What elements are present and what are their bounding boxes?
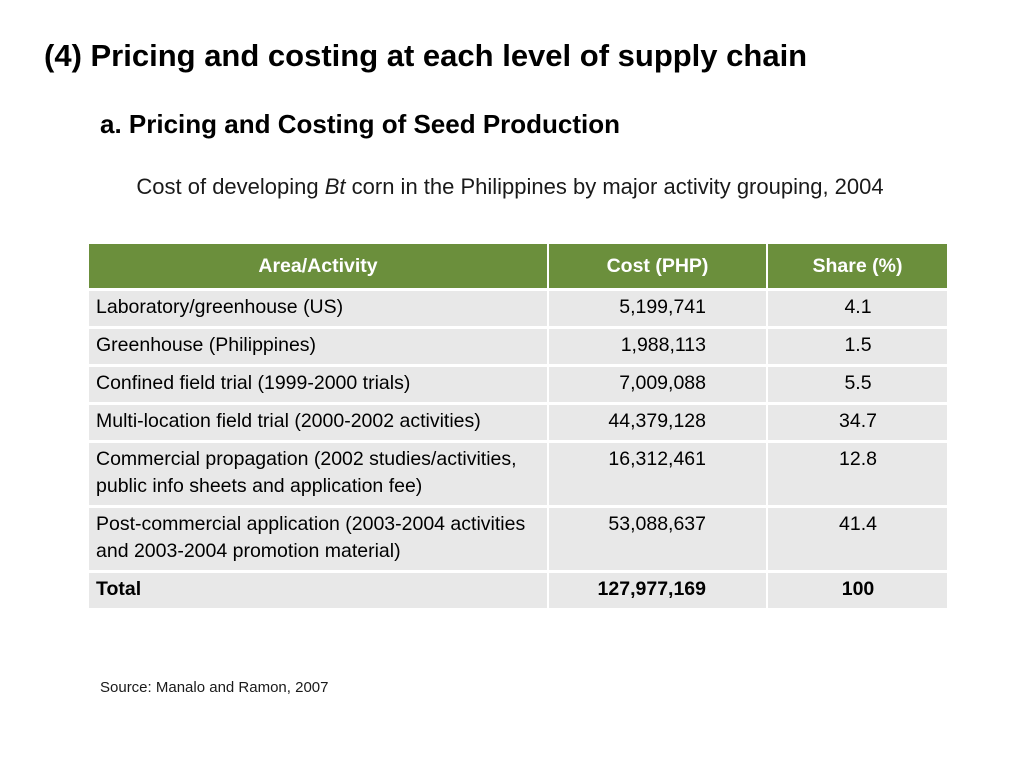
total-share-cell: 100 — [766, 570, 947, 608]
activity-cell: Laboratory/greenhouse (US) — [89, 288, 548, 328]
table-caption: Cost of developing Bt corn in the Philip… — [110, 172, 910, 202]
cost-cell: 53,088,637 — [547, 505, 767, 572]
column-header-share: Share (%) — [766, 244, 947, 290]
total-cost-cell: 127,977,169 — [547, 570, 767, 608]
cost-cell: 16,312,461 — [547, 440, 767, 507]
activity-cell: Multi-location field trial (2000-2002 ac… — [89, 402, 548, 442]
slide-subtitle: a. Pricing and Costing of Seed Productio… — [100, 109, 621, 139]
caption-text-end: corn in the Philippines by major activit… — [345, 174, 884, 199]
activity-cell: Confined field trial (1999-2000 trials) — [89, 364, 548, 404]
column-header-cost: Cost (PHP) — [547, 244, 767, 290]
share-cell: 5.5 — [766, 364, 947, 404]
share-cell: 4.1 — [766, 288, 947, 328]
activity-cell: Post-commercial application (2003-2004 a… — [89, 505, 548, 572]
table-row: Greenhouse (Philippines) 1,988,113 1.5 — [89, 326, 947, 366]
share-cell: 1.5 — [766, 326, 947, 366]
cost-cell: 1,988,113 — [547, 326, 767, 366]
table-header-row: Area/Activity Cost (PHP) Share (%) — [89, 244, 947, 290]
activity-cell: Commercial propagation (2002 studies/act… — [89, 440, 548, 507]
caption-italic-term: Bt — [324, 174, 346, 199]
column-header-activity: Area/Activity — [89, 244, 548, 290]
cost-cell: 7,009,088 — [547, 364, 767, 404]
source-note: Source: Manalo and Ramon, 2007 — [100, 679, 329, 696]
table-total-row: Total 127,977,169 100 — [89, 570, 947, 608]
cost-table: Area/Activity Cost (PHP) Share (%) Labor… — [89, 244, 947, 608]
slide-title: (4) Pricing and costing at each level of… — [44, 38, 808, 73]
table-row: Confined field trial (1999-2000 trials) … — [89, 364, 947, 404]
share-cell: 12.8 — [766, 440, 947, 507]
activity-cell: Greenhouse (Philippines) — [89, 326, 548, 366]
share-cell: 41.4 — [766, 505, 947, 572]
cost-cell: 5,199,741 — [547, 288, 767, 328]
table-row: Multi-location field trial (2000-2002 ac… — [89, 402, 947, 442]
table-row: Laboratory/greenhouse (US) 5,199,741 4.1 — [89, 288, 947, 328]
cost-cell: 44,379,128 — [547, 402, 767, 442]
table-row: Post-commercial application (2003-2004 a… — [89, 505, 947, 572]
table-row: Commercial propagation (2002 studies/act… — [89, 440, 947, 507]
share-cell: 34.7 — [766, 402, 947, 442]
total-label-cell: Total — [89, 570, 548, 608]
caption-text-start: Cost of developing — [136, 174, 325, 199]
